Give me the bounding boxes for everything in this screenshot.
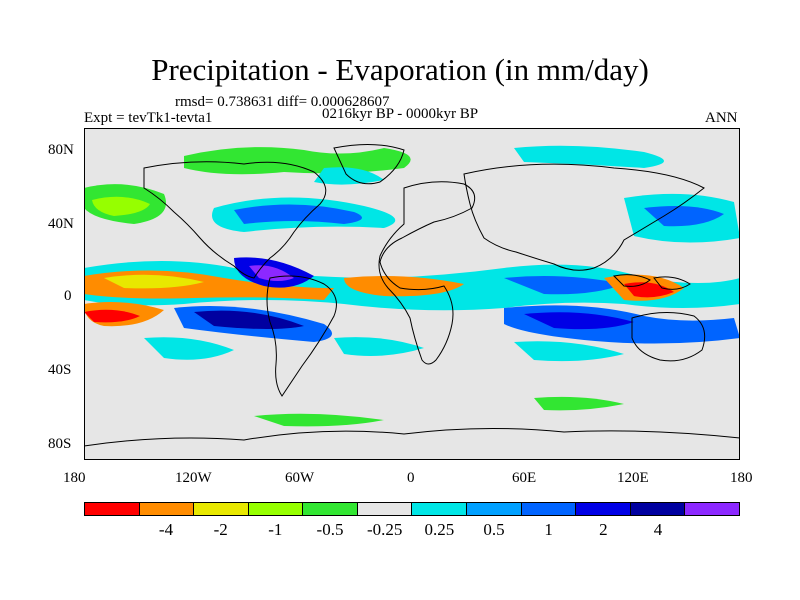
chart-title: Precipitation - Evaporation (in mm/day) bbox=[151, 52, 649, 87]
colorbar-label: 4 bbox=[653, 520, 663, 539]
period-label: 0216kyr BP - 0000kyr BP bbox=[322, 106, 479, 122]
colorbar-label: 1 bbox=[544, 520, 553, 539]
colorbar-label: -0.25 bbox=[366, 520, 403, 539]
colorbar-swatch bbox=[630, 503, 686, 515]
colorbar-label: -1 bbox=[268, 520, 283, 539]
colorbar-swatch bbox=[467, 503, 522, 515]
colorbar-swatch bbox=[521, 503, 577, 515]
experiment-label: Expt = tevTk1-tevta1 bbox=[84, 110, 213, 126]
x-tick-180w: 180 bbox=[63, 470, 86, 486]
y-tick-80n: 80N bbox=[48, 142, 74, 158]
stats-text: rmsd= 0.738631 diff= 0.000628607 bbox=[175, 94, 390, 110]
x-tick-60w: 60W bbox=[285, 470, 315, 486]
colorbar-label: -0.5 bbox=[316, 520, 344, 539]
colorbar-swatch bbox=[576, 503, 631, 515]
season-label: ANN bbox=[705, 110, 738, 126]
coastlines bbox=[84, 143, 740, 447]
colorbar-swatch bbox=[412, 503, 468, 515]
x-tick-180e: 180 bbox=[730, 470, 753, 486]
colorbar-label: 2 bbox=[599, 520, 608, 539]
contour-fills bbox=[84, 145, 740, 427]
map-border bbox=[84, 128, 740, 460]
colorbar-swatch bbox=[303, 503, 358, 515]
x-tick-120w: 120W bbox=[175, 470, 212, 486]
colorbar-label: -4 bbox=[158, 520, 174, 539]
colorbar-label: 0.25 bbox=[424, 520, 455, 539]
x-tick-0: 0 bbox=[407, 470, 415, 486]
colorbar-swatch bbox=[685, 503, 739, 515]
colorbar-label: -2 bbox=[213, 520, 228, 539]
x-tick-60e: 60E bbox=[512, 470, 537, 486]
colorbar-swatch bbox=[194, 503, 249, 515]
y-tick-0: 0 bbox=[64, 288, 72, 304]
precip-evap-map bbox=[84, 128, 740, 460]
colorbar-swatch bbox=[85, 503, 140, 515]
y-tick-80s: 80S bbox=[48, 436, 72, 452]
y-tick-40s: 40S bbox=[48, 362, 72, 378]
y-tick-40n: 40N bbox=[48, 216, 74, 232]
colorbar bbox=[84, 502, 740, 516]
colorbar-swatch bbox=[357, 503, 413, 515]
x-tick-120e: 120E bbox=[617, 470, 649, 486]
colorbar-label: 0.5 bbox=[483, 520, 505, 539]
colorbar-swatch bbox=[248, 503, 304, 515]
colorbar-swatch bbox=[139, 503, 195, 515]
